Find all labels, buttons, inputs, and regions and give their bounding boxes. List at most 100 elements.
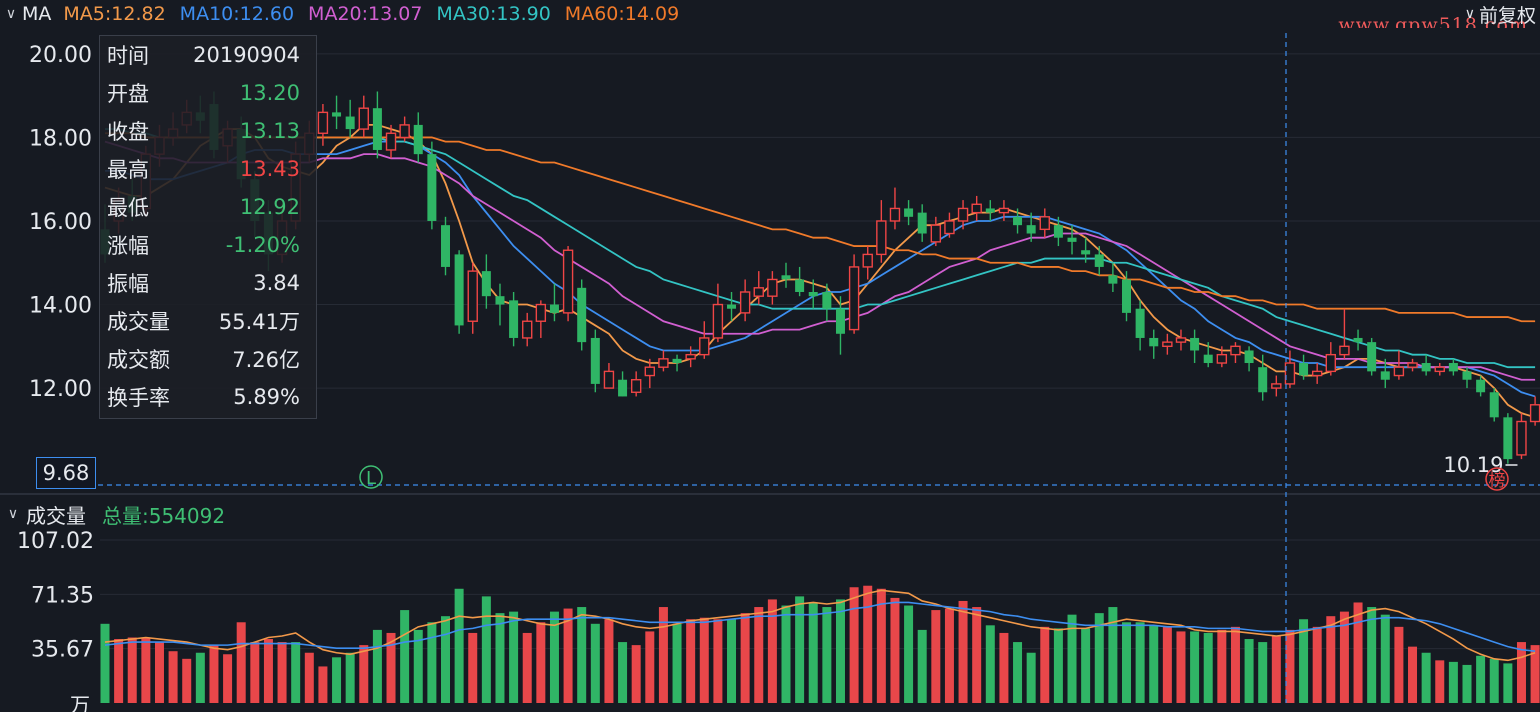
volume-bar	[1394, 626, 1404, 703]
volume-bar	[1380, 614, 1390, 703]
bang-marker-label: 榜	[1489, 471, 1506, 491]
tooltip-row: 最高 13.43	[107, 154, 300, 184]
candle-body	[1175, 337, 1187, 343]
tooltip-key: 成交额	[107, 348, 170, 372]
volume-ma-line-b	[104, 601, 1536, 653]
candle-body	[358, 107, 369, 130]
volume-bar	[291, 642, 301, 703]
price-tick-label: 14.00	[29, 294, 92, 319]
volume-bar	[154, 642, 164, 703]
tooltip-key: 涨幅	[107, 234, 149, 258]
tooltip-key: 振幅	[107, 272, 149, 296]
ma-line-ma20	[104, 140, 1536, 381]
volume-bar	[795, 596, 805, 703]
volume-bar	[1516, 642, 1526, 703]
candle-body	[971, 203, 982, 214]
volume-bar	[972, 607, 982, 703]
volume-bar	[468, 632, 478, 703]
volume-tick-label: 107.02	[17, 529, 94, 554]
indicator-name[interactable]: MA	[22, 3, 52, 25]
volume-bar	[618, 642, 628, 703]
volume-bar	[100, 623, 110, 703]
candle-body	[481, 271, 491, 297]
volume-bar	[590, 623, 600, 703]
candle-body	[562, 249, 574, 314]
tooltip-key: 时间	[107, 44, 149, 68]
ma-line-ma60	[105, 132, 1536, 323]
volume-bar	[536, 622, 546, 703]
volume-bar	[372, 629, 382, 703]
tooltip-key: 开盘	[107, 82, 149, 106]
volume-bar	[1053, 628, 1063, 703]
candle-body	[399, 124, 410, 139]
volume-bar	[318, 666, 328, 703]
candle-body	[1135, 308, 1145, 338]
volume-bar	[890, 597, 900, 703]
price-axis: 20.00 18.00 16.00 14.00 12.00	[29, 43, 92, 402]
volume-tick-label: 71.35	[31, 583, 94, 608]
candle-body	[577, 287, 587, 343]
candle-body	[727, 304, 737, 309]
candle-body	[1108, 275, 1118, 284]
candle-body	[685, 353, 696, 360]
volume-title[interactable]: 成交量	[26, 503, 86, 528]
candle-body	[1529, 404, 1540, 423]
low-price-label: 10.19	[1443, 453, 1503, 477]
volume-bar	[549, 611, 559, 703]
ma10-label: MA10:12.60	[179, 3, 295, 25]
chevron-down-icon[interactable]: ∨	[7, 506, 19, 522]
candle-body	[1149, 337, 1159, 347]
candle-body	[630, 379, 642, 393]
candle-body	[985, 208, 995, 213]
candle-body	[1026, 225, 1036, 234]
tooltip-row: 收盘 13.13	[107, 116, 300, 146]
tooltip-key: 收盘	[107, 120, 149, 144]
tooltip-row: 最低 12.92	[107, 192, 300, 222]
adjust-selector[interactable]: ∨ 前复权	[1465, 0, 1536, 28]
candle-body	[876, 220, 887, 256]
bang-marker-circle	[1485, 467, 1509, 491]
volume-bar	[1176, 631, 1186, 703]
l-marker-circle	[359, 465, 383, 489]
volume-bar	[1299, 619, 1309, 703]
tooltip-row: 换手率 5.89%	[107, 382, 300, 412]
volume-bar	[985, 625, 995, 703]
volume-bar	[209, 645, 219, 703]
volume-bar	[645, 631, 655, 703]
price-tick-label: 12.00	[29, 377, 92, 402]
volume-bar	[658, 607, 668, 703]
candle-body	[767, 278, 778, 297]
volume-bar	[263, 639, 273, 703]
chevron-down-icon[interactable]: ∨	[5, 6, 17, 22]
volume-bar	[1312, 626, 1322, 703]
tooltip-key: 最高	[107, 158, 149, 182]
volume-bar	[876, 588, 886, 703]
volume-bar	[1489, 658, 1499, 703]
candle-body	[1489, 392, 1499, 418]
volume-bar	[304, 652, 314, 703]
l-marker-label: L	[366, 468, 376, 489]
volume-unit-label: 万	[70, 693, 90, 712]
volume-bar	[781, 605, 791, 703]
price-tick-label: 16.00	[29, 210, 92, 235]
volume-bar	[1326, 616, 1336, 703]
candle-body	[658, 358, 669, 368]
volume-bar	[1503, 663, 1513, 703]
volume-bar	[441, 616, 450, 703]
candle-body	[509, 300, 519, 338]
price-tick-label: 18.00	[29, 126, 92, 151]
candle-body	[917, 212, 927, 234]
volume-bar	[767, 599, 777, 703]
volume-bar	[195, 652, 205, 703]
tooltip-row: 成交量 55.41万	[107, 306, 300, 336]
candle-body	[1271, 383, 1282, 389]
volume-ma-line-a	[104, 589, 1536, 662]
ma5-label: MA5:12.82	[63, 3, 166, 25]
candle-body	[454, 254, 464, 326]
volume-bar	[1244, 639, 1254, 703]
candle-body	[1339, 345, 1350, 356]
volume-bar	[1108, 607, 1118, 703]
candle-body	[1393, 366, 1405, 377]
volume-bar	[944, 608, 954, 703]
volume-bar	[236, 622, 246, 703]
